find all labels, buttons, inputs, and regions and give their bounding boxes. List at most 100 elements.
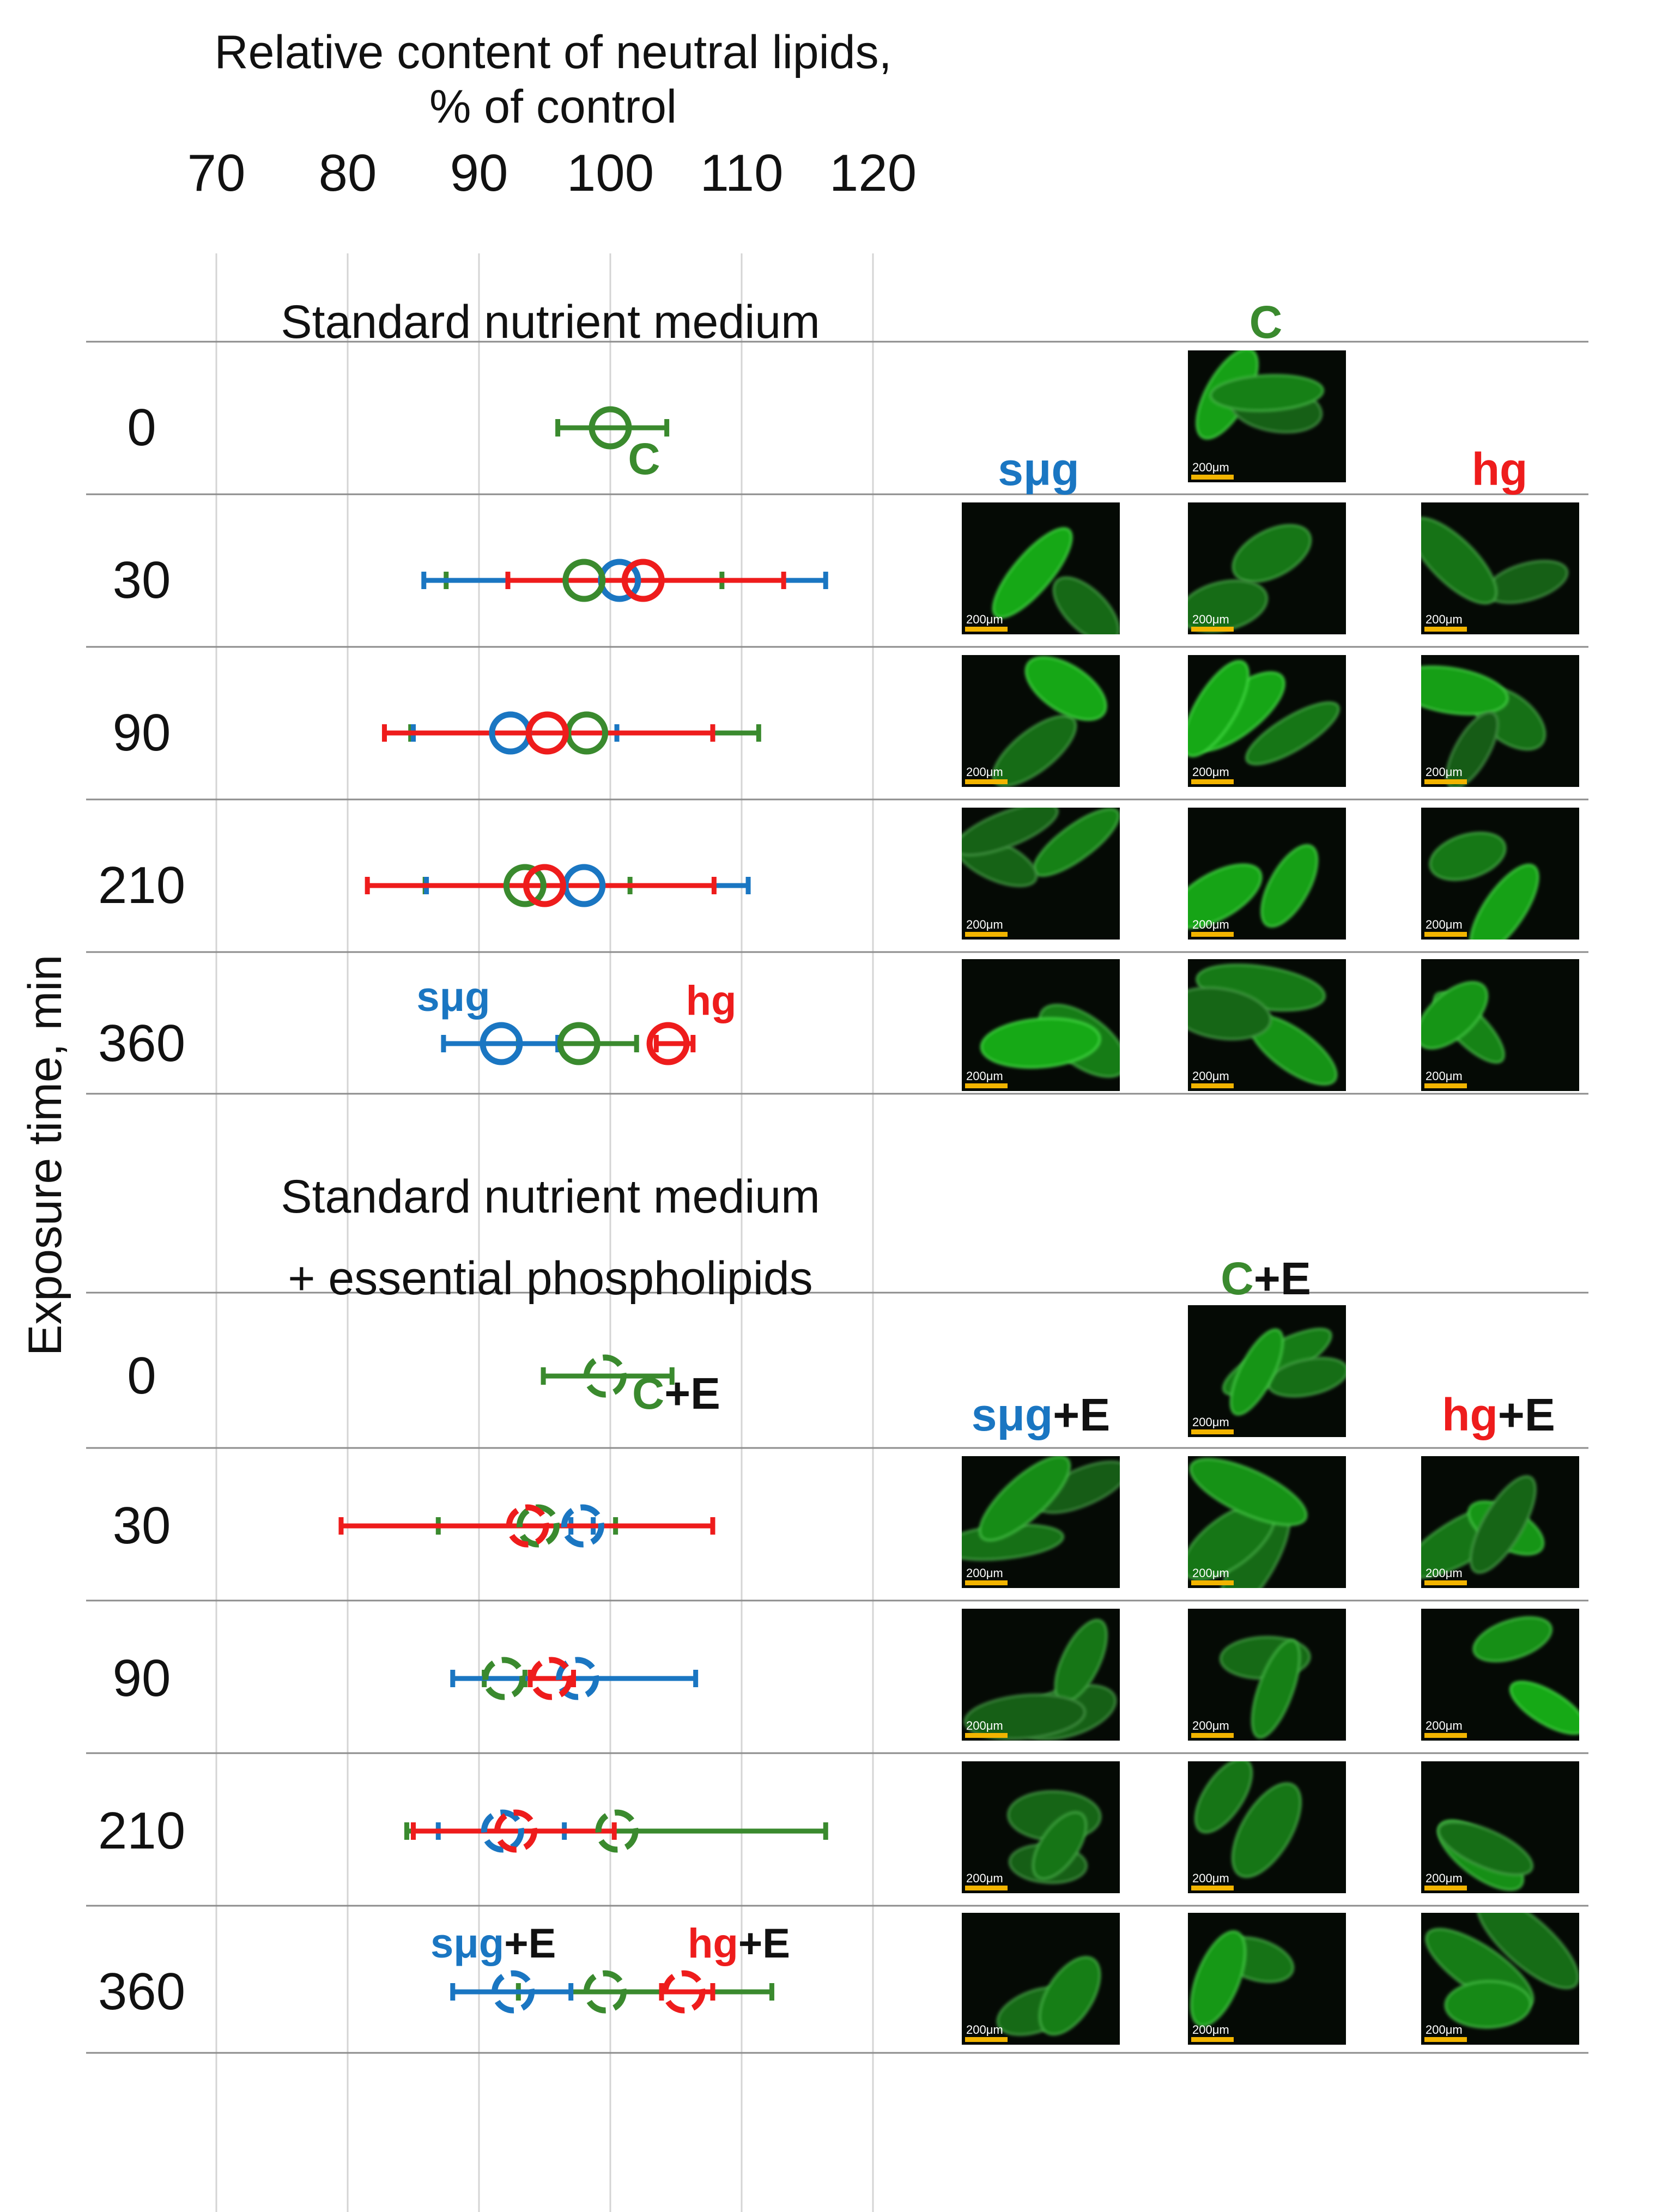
scale-bar <box>965 1733 1008 1738</box>
scale-bar-label: 200μm <box>1192 765 1229 779</box>
scale-bar-label: 200μm <box>1192 1566 1229 1580</box>
time-label-phospholipids-360: 360 <box>98 1962 185 2021</box>
scale-bar-label: 200μm <box>1192 1069 1229 1083</box>
scale-bar-label: 200μm <box>966 1871 1003 1885</box>
micrograph-standard-90-hg: 200μm <box>1421 655 1579 787</box>
scale-bar <box>1424 1083 1467 1088</box>
embryo-shape <box>1437 1821 1533 1876</box>
y-axis-title: Exposure time, min <box>19 955 71 1356</box>
marker-standard-210-C <box>503 864 547 907</box>
time-label-standard-360: 360 <box>98 1014 185 1072</box>
panel-title-standard: Standard nutrient medium <box>281 296 820 348</box>
embryo-shape <box>1052 576 1120 634</box>
label-plus-e-part: +E <box>504 1920 556 1967</box>
header-plus-e-part: +E <box>1254 1253 1311 1304</box>
scale-bar-label: 200μm <box>1192 2023 1229 2037</box>
micrograph-standard-360-smug: 200μm <box>962 959 1120 1091</box>
micro-header-hg: hg <box>1472 444 1528 495</box>
micrograph-phospholipids-30-smug: 200μm <box>962 1456 1120 1588</box>
panel-title-phospholipids-line-1: Standard nutrient medium <box>281 1171 820 1223</box>
embryo-shape <box>1032 1811 1087 1880</box>
micrograph-standard-30-hg: 200μm <box>1421 502 1579 634</box>
scale-bar <box>1424 1886 1467 1890</box>
marker-phospholipids-360-C <box>583 1970 627 2014</box>
label-hg-standard: hg <box>686 978 737 1024</box>
micrograph-standard-360-c: 200μm <box>1188 959 1346 1091</box>
scale-bar <box>965 1886 1008 1890</box>
micro-header-smug-e: sμg+E <box>972 1389 1111 1440</box>
axis-title-line-2: % of control <box>429 81 677 133</box>
marker-standard-210-hg <box>523 864 566 907</box>
embryo-shape <box>1472 1616 1552 1663</box>
micrograph-phospholipids-360-hg: 200μm <box>1421 1913 1579 2045</box>
embryo-shape <box>980 1017 1101 1069</box>
scale-bar <box>1191 932 1234 937</box>
x-tick-label-110: 110 <box>700 144 783 202</box>
scale-bar-label: 200μm <box>1426 1566 1463 1580</box>
embryo-shape <box>1229 1328 1284 1416</box>
embryo-shape <box>1260 844 1319 928</box>
embryo-shape <box>1188 863 1263 929</box>
scale-bar <box>1424 779 1467 784</box>
scale-bar <box>965 1580 1008 1585</box>
embryo-shape <box>1232 524 1312 583</box>
scale-bar <box>965 2037 1008 2042</box>
header-smug-part: sμg <box>972 1389 1053 1440</box>
marker-standard-360-smug <box>480 1022 523 1065</box>
scale-bar <box>1191 1580 1234 1585</box>
embryo-shape <box>1509 1681 1579 1735</box>
micrograph-phospholipids-30-c: 200μm <box>1188 1456 1346 1588</box>
time-label-standard-210: 210 <box>98 856 185 914</box>
embryo-shape <box>1188 660 1249 757</box>
embryo-shape <box>1421 665 1509 716</box>
marker-phospholipids-90-smug <box>556 1657 599 1700</box>
scale-bar-label: 200μm <box>966 765 1003 779</box>
marker-phospholipids-210-C <box>595 1809 639 1853</box>
scale-bar <box>1424 1580 1467 1585</box>
scale-bar <box>1191 1733 1234 1738</box>
scale-bar <box>1191 2037 1234 2042</box>
embryo-shape <box>964 1693 1086 1740</box>
embryo-shape <box>992 527 1073 619</box>
micrograph-standard-210-hg: 200μm <box>1421 808 1579 940</box>
scale-bar-label: 200μm <box>1426 1719 1463 1732</box>
label-plus-e-part: +E <box>664 1369 720 1419</box>
time-label-phospholipids-30: 30 <box>113 1496 171 1555</box>
micrograph-phospholipids-360-c: 200μm <box>1188 1913 1346 2045</box>
marker-standard-90-hg <box>525 711 569 755</box>
micrograph-standard-210-smug: 200μm <box>962 808 1120 940</box>
scale-bar-label: 200μm <box>966 1069 1003 1083</box>
marker-phospholipids-210-hg <box>494 1809 537 1853</box>
scale-bar <box>965 932 1008 937</box>
micrograph-standard-90-smug: 200μm <box>962 655 1120 787</box>
gridlines <box>215 253 874 2212</box>
scale-bar <box>1191 475 1234 480</box>
embryo-shape <box>1188 986 1272 1040</box>
scale-bar <box>1424 932 1467 937</box>
marker-phospholipids-90-C <box>482 1657 526 1700</box>
label-plus-e-part: +E <box>738 1920 790 1967</box>
scale-bar-label: 200μm <box>1426 2023 1463 2037</box>
header-plus-e-part: +E <box>1053 1389 1110 1440</box>
embryo-shape <box>1039 1956 1101 2035</box>
label-hg-e-phospholipids: hg+E <box>688 1920 790 1967</box>
embryo-shape <box>1189 1458 1308 1526</box>
micrograph-phospholipids-0-c: 200μm <box>1188 1305 1346 1437</box>
time-label-standard-30: 30 <box>113 551 171 609</box>
time-label-standard-0: 0 <box>127 398 156 457</box>
time-labels: 0 30 90 210 360 0 30 90 210 360 <box>98 398 185 2021</box>
micrograph-standard-90-c: 200μm <box>1188 655 1346 787</box>
marker-standard-360-C <box>557 1022 600 1065</box>
embryo-shape <box>1445 711 1499 787</box>
embryo-shape <box>1429 832 1507 881</box>
panel-title-phospholipids-line-2: + essential phospholipids <box>288 1252 812 1305</box>
x-tick-label-100: 100 <box>567 144 654 202</box>
embryo-shape <box>1476 1913 1579 1989</box>
micro-header-c: C <box>1249 296 1283 348</box>
x-tick-label-90: 90 <box>450 144 508 202</box>
micrograph-standard-30-c: 200μm <box>1188 502 1346 634</box>
label-smug-part: sμg <box>430 1920 504 1967</box>
scale-bar <box>1424 1733 1467 1738</box>
scale-bar-label: 200μm <box>1192 460 1229 474</box>
